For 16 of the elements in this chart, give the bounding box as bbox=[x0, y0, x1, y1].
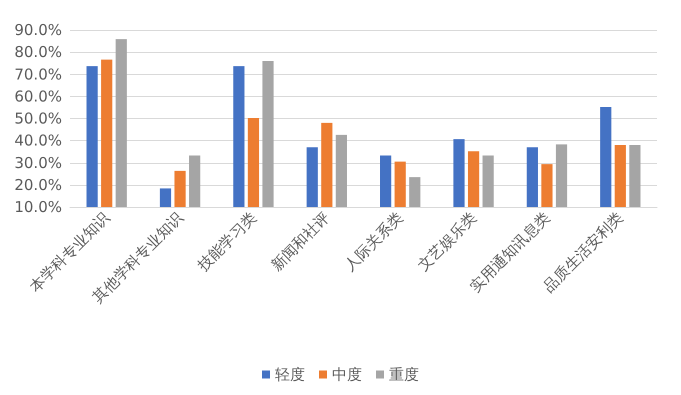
x-tick-label: 技能学习类 bbox=[193, 208, 260, 276]
x-tick-label: 人际关系类 bbox=[340, 208, 407, 274]
y-tick-label: 40.0% bbox=[14, 132, 62, 150]
y-tick-label: 30.0% bbox=[14, 154, 62, 172]
y-tick-label: 70.0% bbox=[14, 65, 62, 84]
x-tick-label: 新闻和社评 bbox=[267, 208, 334, 274]
legend-label: 重度 bbox=[389, 366, 419, 384]
x-tick-label: 文艺娱乐类 bbox=[414, 208, 480, 274]
y-tick-label: 50.0% bbox=[14, 110, 62, 128]
y-tick-label: 80.0% bbox=[14, 43, 62, 62]
legend-label: 轻度 bbox=[275, 366, 305, 384]
y-tick-label: 20.0% bbox=[14, 176, 62, 194]
legend-label: 中度 bbox=[332, 366, 362, 384]
y-tick-label: 90.0% bbox=[14, 21, 62, 39]
y-tick-label: 10.0% bbox=[14, 198, 62, 216]
y-tick-label: 60.0% bbox=[14, 87, 62, 106]
